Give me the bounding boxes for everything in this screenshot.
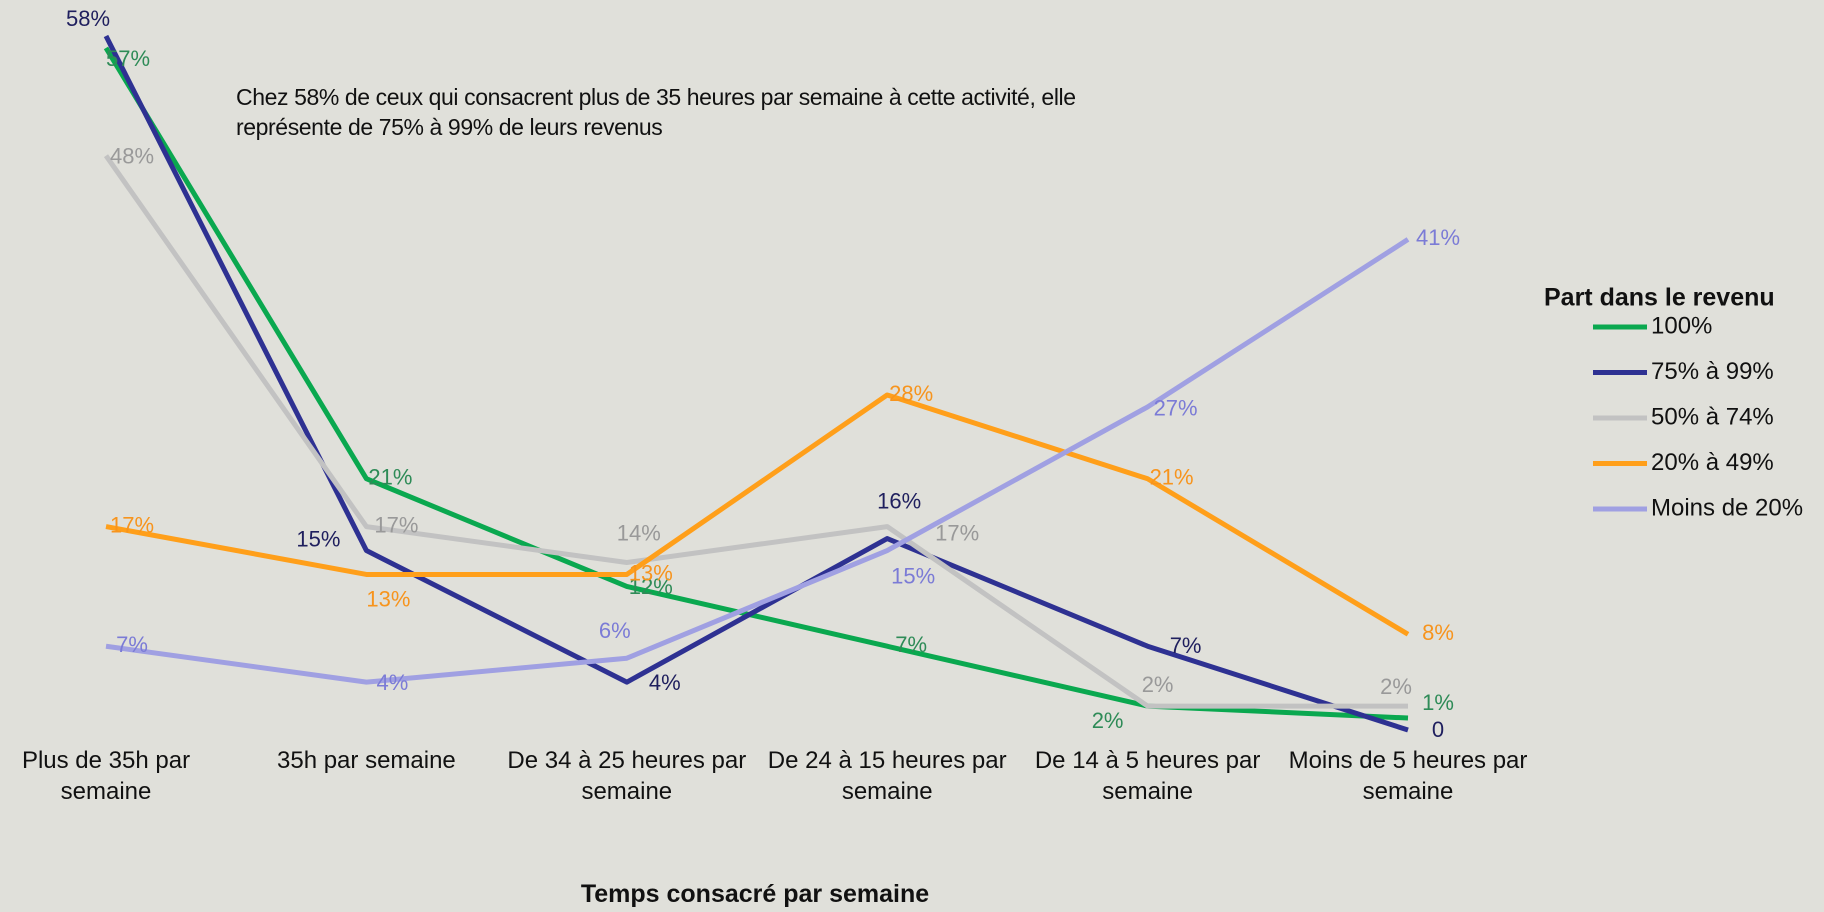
data-label: 0 (1432, 717, 1444, 742)
data-label: 41% (1416, 225, 1460, 250)
data-label: 6% (599, 618, 631, 643)
data-label: 1% (1422, 690, 1454, 715)
annotation: Chez 58% de ceux qui consacrent plus de … (236, 84, 1076, 140)
data-label: 27% (1154, 396, 1198, 421)
data-label: 2% (1380, 674, 1412, 699)
data-label: 21% (1150, 465, 1194, 490)
x-tick-label: De 24 à 15 heures par semaine (767, 747, 1007, 805)
data-label: 7% (116, 632, 148, 657)
data-label: 57% (106, 46, 150, 71)
data-label: 16% (877, 488, 921, 513)
data-label: 2% (1092, 708, 1124, 733)
data-label: 17% (374, 512, 418, 537)
data-label: 13% (366, 586, 410, 611)
data-label: 15% (296, 526, 340, 551)
legend-label: 100% (1651, 312, 1712, 339)
series-line (103, 154, 1408, 709)
data-label: 17% (935, 520, 979, 545)
data-label: 8% (1422, 620, 1454, 645)
legend-title: Part dans le revenu (1544, 284, 1775, 312)
x-tick-label: 35h par semaine (277, 747, 456, 774)
data-label: 21% (368, 465, 412, 490)
data-label: 4% (377, 670, 409, 695)
x-tick-label: Moins de 5 heures par semaine (1288, 747, 1528, 805)
legend-label: 75% à 99% (1651, 358, 1774, 385)
data-label: 13% (629, 560, 673, 585)
x-tick-label: De 14 à 5 heures par semaine (1034, 747, 1261, 805)
data-label: 2% (1142, 672, 1174, 697)
data-label: 12% (629, 574, 673, 599)
x-tick-label: Plus de 35h par semaine (21, 747, 191, 805)
data-label: 7% (1170, 633, 1202, 658)
data-label: 17% (110, 512, 154, 537)
x-tick-label: De 34 à 25 heures par semaine (507, 747, 747, 805)
series-line (103, 46, 1409, 721)
x-axis-title: Temps consacré par semaine (580, 880, 930, 908)
data-label: 7% (895, 632, 927, 657)
series-line (105, 392, 1410, 637)
data-label: 14% (617, 520, 661, 545)
legend-label: Moins de 20% (1651, 494, 1803, 521)
data-label: 15% (891, 563, 935, 588)
series-line (105, 237, 1410, 685)
legend-label: 20% à 49% (1651, 449, 1774, 476)
data-label: 28% (889, 381, 933, 406)
data-label: 58% (66, 6, 110, 31)
data-label: 4% (649, 670, 681, 695)
data-label: 48% (110, 143, 154, 168)
legend-label: 50% à 74% (1651, 403, 1774, 430)
